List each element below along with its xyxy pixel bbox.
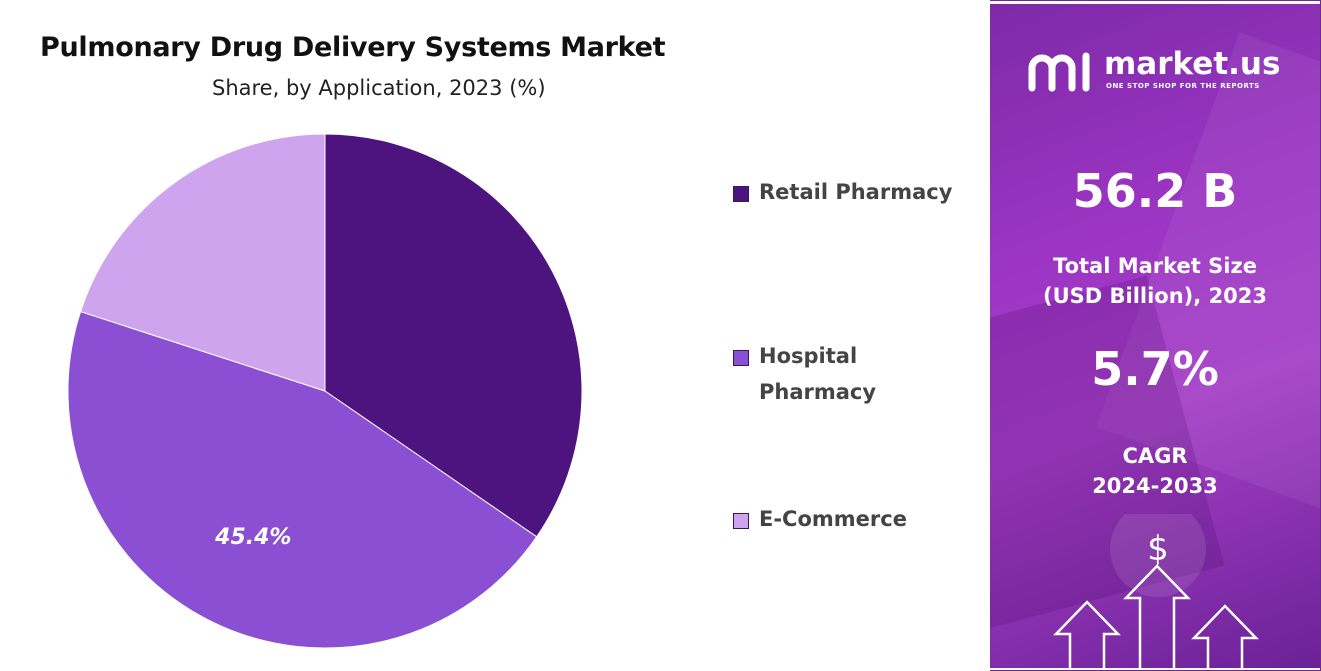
legend-swatch-hospital-pharmacy xyxy=(733,350,749,366)
market-size-label-line2: (USD Billion), 2023 xyxy=(1042,284,1268,308)
legend-label-retail-pharmacy: Retail Pharmacy xyxy=(759,180,953,204)
legend-item-hospital-pharmacy: Hospital Pharmacy xyxy=(733,344,909,410)
pie-label-hospital-pharmacy: 45.4% xyxy=(214,525,291,550)
legend-label-hospital-pharmacy: Hospital Pharmacy xyxy=(759,344,877,404)
chart-title: Pulmonary Drug Delivery Systems Market xyxy=(40,32,666,63)
legend-swatch-retail-pharmacy xyxy=(733,186,749,202)
pie-slice-hospital-pharmacy xyxy=(67,310,538,649)
brand-tagline: ONE STOP SHOP FOR THE REPORTS xyxy=(1106,82,1260,90)
chart-subtitle: Share, by Application, 2023 (%) xyxy=(212,76,546,100)
dollar-icon: $ xyxy=(1147,529,1169,569)
cagr-label-line1: CAGR xyxy=(1122,444,1188,468)
pie-slice-retail-pharmacy xyxy=(324,133,583,538)
legend-label-e-commerce: E-Commerce xyxy=(759,507,907,531)
chart-panel: Pulmonary Drug Delivery Systems Market S… xyxy=(40,32,974,649)
coin-icon xyxy=(1110,514,1206,597)
brand-logo[interactable]: market.us ONE STOP SHOP FOR THE REPORTS xyxy=(1026,44,1306,104)
market-size-label-line1: Total Market Size xyxy=(1053,254,1257,278)
cagr-value: 5.7% xyxy=(1091,342,1219,396)
legend-swatch-e-commerce xyxy=(733,513,749,529)
legend-item-e-commerce: E-Commerce xyxy=(733,507,974,537)
cagr-label-line2: 2024-2033 xyxy=(1092,474,1218,498)
brand-name: market.us xyxy=(1104,46,1281,82)
market-summary-panel: market.us ONE STOP SHOP FOR THE REPORTS … xyxy=(990,4,1320,668)
growth-arrows-illustration: $ xyxy=(1053,514,1259,668)
market-us-logo-icon xyxy=(1028,52,1090,92)
market-size-value: 56.2 B xyxy=(1072,164,1238,218)
pie-slice-e-commerce xyxy=(79,133,326,392)
legend-item-retail-pharmacy: Retail Pharmacy xyxy=(733,180,974,210)
arrow-up-icons xyxy=(1053,564,1259,668)
pie-chart: 45.4% xyxy=(67,133,583,649)
